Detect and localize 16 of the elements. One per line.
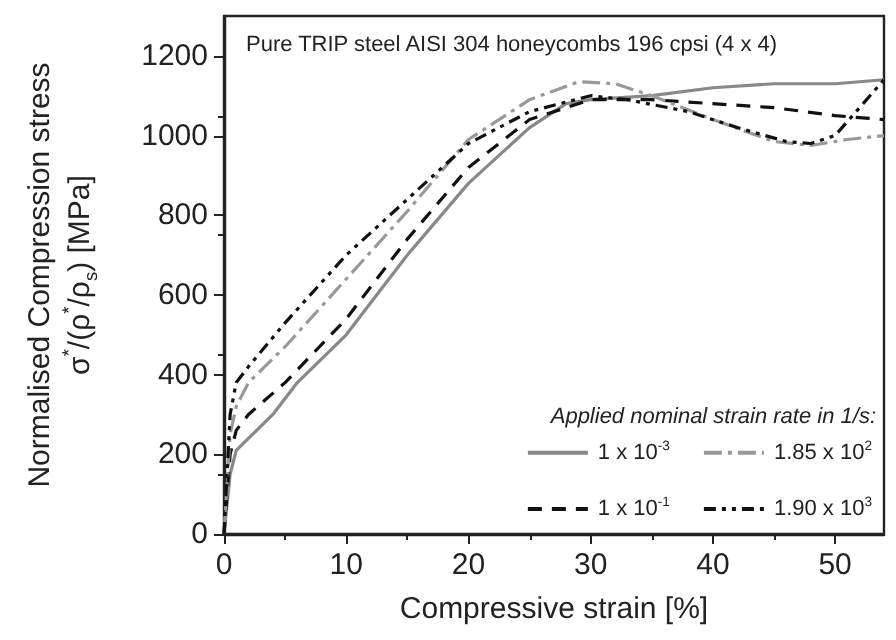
x-tick-label: 10 [329, 548, 363, 582]
y-tick-label: 1000 [141, 118, 208, 153]
x-axis-title: Compressive strain [%] [399, 592, 709, 626]
legend-title: Applied nominal strain rate in 1/s: [548, 405, 877, 429]
y-tick-label: 1200 [141, 38, 208, 73]
y-tick-label: 800 [157, 198, 208, 233]
text: Pure TRIP steel AISI 304 honeycombs 196 cpsi (4 x 4) [246, 33, 778, 57]
y-tick-label: 0 [191, 517, 208, 551]
x-tick-label: 0 [215, 548, 233, 582]
y-tick-label: 200 [157, 437, 208, 472]
y-tick-label: 600 [157, 277, 208, 312]
x-tick-label: 50 [818, 548, 852, 582]
x-tick-label: 40 [696, 548, 730, 582]
x-tick-label: 30 [573, 548, 608, 582]
y-tick-label: 400 [157, 357, 208, 392]
x-tick-label: 20 [451, 548, 486, 582]
